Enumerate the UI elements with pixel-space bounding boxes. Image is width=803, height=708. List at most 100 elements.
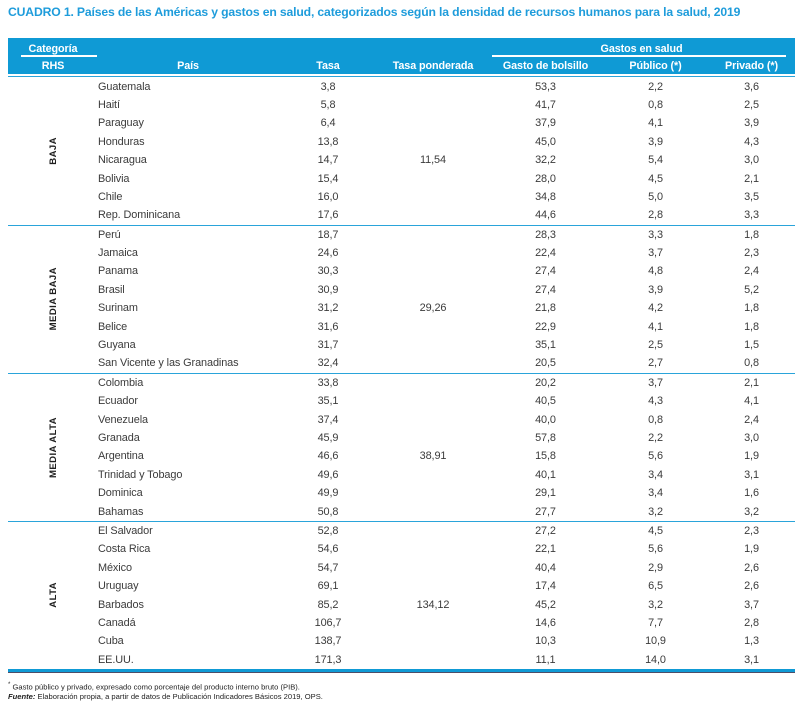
value-cell: 31,7 — [317, 339, 339, 352]
value-cell: 6,4 — [320, 117, 336, 130]
value-cell: 3,8 — [320, 80, 336, 93]
table-row: Dominica 49,9 29,1 3,4 1,6 — [98, 484, 795, 502]
value-cell: 2,5 — [744, 98, 759, 111]
category-label-cell: ALTA — [8, 522, 98, 669]
country-cell: Panama — [98, 265, 138, 278]
footnote-asterisk: * — [8, 682, 11, 688]
value-cell: 1,3 — [744, 635, 759, 648]
value-cell: 13,8 — [317, 135, 339, 148]
category-label-cell: MEDIA ALTA — [8, 374, 98, 521]
table-row: Guatemala 3,8 53,3 2,2 3,6 — [98, 77, 795, 95]
table-header: Categoría Gastos en salud RHS País Tasa … — [8, 38, 795, 74]
header-gastos-label: Gastos en salud — [600, 42, 683, 55]
categoria-underline — [21, 55, 97, 57]
table-row: Nicaragua 14,7 11,54 32,2 5,4 3,0 — [98, 151, 795, 169]
category-label: ALTA — [47, 582, 59, 609]
value-cell: 45,0 — [535, 135, 556, 148]
group-rows: Colombia 33,8 20,2 3,7 2,1 Ecuador 35,1 40,5 4,3… — [98, 374, 795, 521]
table-row: Perú 18,7 28,3 3,3 1,8 — [98, 226, 795, 244]
value-cell: 3,9 — [648, 135, 663, 148]
table-row: San Vicente y las Granadinas 32,4 20,5 2,7 0… — [98, 354, 795, 372]
country-cell: Uruguay — [98, 580, 139, 593]
value-cell: 0,8 — [648, 98, 663, 111]
table-row: Belice 31,6 22,9 4,1 1,8 — [98, 317, 795, 335]
value-cell: 32,2 — [535, 154, 556, 167]
value-cell: 22,1 — [535, 543, 556, 556]
footnote-source-text: Elaboración propia, a partir de datos de… — [35, 692, 323, 702]
value-cell: 28,0 — [535, 172, 556, 185]
footnotes: * Gasto público y privado, expresado com… — [8, 681, 323, 702]
value-cell: 18,7 — [317, 228, 339, 241]
value-cell: 3,1 — [744, 653, 759, 666]
table-row: Barbados 85,2 134,12 45,2 3,2 3,7 — [98, 595, 795, 613]
table-row: Uruguay 69,1 17,4 6,5 2,6 — [98, 577, 795, 595]
value-cell: 2,7 — [648, 357, 663, 370]
value-cell: 40,0 — [535, 413, 556, 426]
value-cell: 5,8 — [320, 98, 336, 111]
table-row: Costa Rica 54,6 22,1 5,6 1,9 — [98, 540, 795, 558]
value-cell: 4,1 — [648, 320, 663, 333]
value-cell: 45,2 — [535, 598, 556, 611]
value-cell: 45,9 — [317, 432, 339, 444]
value-cell: 35,1 — [317, 395, 339, 408]
value-cell: 0,8 — [744, 357, 759, 370]
value-cell: 38,91 — [419, 450, 447, 463]
footnote-definition: * Gasto público y privado, expresado com… — [8, 681, 323, 692]
value-cell: 3,7 — [648, 376, 663, 389]
country-cell: Paraguay — [98, 117, 144, 130]
value-cell: 40,4 — [535, 561, 556, 574]
country-cell: San Vicente y las Granadinas — [98, 357, 239, 370]
value-cell: 10,9 — [645, 635, 666, 648]
footnote-definition-text: Gasto público y privado, expresado como … — [10, 682, 300, 692]
table-row: Trinidad y Tobago 49,6 40,1 3,4 3,1 — [98, 466, 795, 484]
value-cell: 28,3 — [535, 228, 556, 241]
value-cell: 17,4 — [535, 580, 556, 593]
value-cell: 4,5 — [648, 172, 663, 185]
value-cell: 1,9 — [744, 450, 759, 463]
country-cell: Colombia — [98, 376, 144, 389]
gastos-underline — [492, 55, 786, 57]
value-cell: 32,4 — [317, 357, 339, 370]
value-cell: 41,7 — [535, 98, 556, 111]
header-publico: Público (*) — [629, 59, 682, 72]
value-cell: 5,4 — [648, 154, 663, 167]
value-cell: 7,7 — [648, 616, 663, 629]
value-cell: 1,9 — [744, 543, 759, 556]
country-cell: Guatemala — [98, 80, 151, 93]
table-row: Venezuela 37,4 40,0 0,8 2,4 — [98, 410, 795, 428]
header-categoria: Categoría — [8, 38, 98, 57]
table-bottom-edge — [8, 671, 795, 674]
value-cell: 11,54 — [420, 154, 446, 167]
header-privado: Privado (*) — [725, 59, 778, 72]
header-rhs: RHS — [41, 59, 65, 72]
category-label-cell: MEDIA BAJA — [8, 226, 98, 373]
value-cell: 30,9 — [317, 283, 339, 296]
category-label: MEDIA BAJA — [47, 267, 59, 331]
footnote-source: Fuente: Elaboración propia, a partir de … — [8, 692, 323, 702]
country-cell: Bolivia — [98, 172, 130, 185]
value-cell: 138,7 — [314, 635, 342, 648]
value-cell: 3,9 — [648, 283, 663, 296]
table-row: Honduras 13,8 45,0 3,9 4,3 — [98, 133, 795, 151]
value-cell: 6,5 — [648, 580, 663, 593]
value-cell: 30,3 — [317, 265, 339, 278]
table-row: Argentina 46,6 38,91 15,8 5,6 1,9 — [98, 447, 795, 465]
value-cell: 4,8 — [648, 265, 663, 278]
table-row: México 54,7 40,4 2,9 2,6 — [98, 559, 795, 577]
country-cell: Argentina — [98, 450, 144, 463]
value-cell: 3,7 — [744, 598, 759, 611]
category-label: BAJA — [47, 137, 59, 165]
category-group: MEDIA ALTA Colombia 33,8 20,2 3,7 2,1 Ecuador 3… — [8, 372, 795, 521]
value-cell: 17,6 — [317, 209, 339, 222]
value-cell: 85,2 — [317, 598, 339, 611]
value-cell: 27,2 — [535, 524, 556, 537]
value-cell: 22,4 — [535, 247, 556, 260]
value-cell: 4,3 — [744, 135, 759, 148]
header-pais: País — [177, 59, 199, 72]
table-row: El Salvador 52,8 27,2 4,5 2,3 — [98, 522, 795, 540]
value-cell: 15,4 — [317, 172, 339, 185]
value-cell: 37,4 — [317, 413, 339, 426]
value-cell: 171,3 — [314, 653, 342, 666]
group-rows: Perú 18,7 28,3 3,3 1,8 Jamaica 24,6 22,4 3,7 2,3 P… — [98, 226, 795, 373]
value-cell: 2,1 — [744, 172, 759, 185]
